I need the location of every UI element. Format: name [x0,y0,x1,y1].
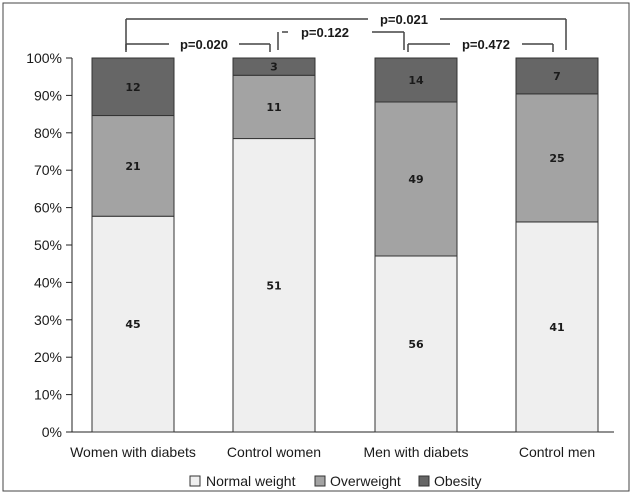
data-label: 12 [125,81,140,94]
bar-segment-normal-weight [232,138,316,433]
x-axis-categories: Women with diabets Control women Men with … [70,444,595,460]
bar-segment-obesity [232,57,316,76]
legend-swatch-obesity [418,475,430,487]
bar-segment-overweight [91,115,175,217]
p-bracket-outer-label: p=0.021 [380,12,428,27]
data-label: 7 [553,70,561,83]
bar-segment-obesity [515,57,599,95]
data-label: 3 [270,61,278,74]
y-tick-label: 40% [34,274,62,290]
data-label: 11 [266,101,281,114]
p-bracket-2-label: p=0.122 [301,25,349,40]
y-tick-label: 70% [34,162,62,178]
y-tick-label: 100% [26,50,62,66]
p-bracket-1-label: p=0.020 [180,37,228,52]
data-label: 51 [266,279,281,292]
p-bracket-3-label: p=0.472 [462,37,510,52]
x-category-label: Control men [519,444,595,460]
data-label: 56 [408,338,424,351]
data-label: 45 [125,318,140,331]
bar-segment-overweight [232,74,316,140]
legend-swatch-overweight [314,475,326,487]
x-category-label: Men with diabets [363,444,468,460]
y-tick-label: 60% [34,200,62,216]
y-tick-label: 0% [42,424,62,440]
data-label: 21 [125,160,140,173]
data-label: 25 [549,152,564,165]
y-tick-label: 80% [34,125,62,141]
bar-segment-normal-weight [515,221,599,433]
x-category-label: Control women [227,444,321,460]
data-label: 41 [549,321,564,334]
bars: 45 21 12 51 11 3 56 49 14 41 25 7 [91,57,599,433]
bar-segment-overweight [374,101,458,257]
legend: Normal weight Overweight Obesity [189,473,481,489]
y-tick-label: 50% [34,237,62,253]
x-category-label: Women with diabets [70,444,196,460]
y-tick-label: 20% [34,349,62,365]
bar-segment-normal-weight [91,215,175,433]
y-tick-label: 10% [34,387,62,403]
legend-label: Normal weight [206,473,296,489]
data-label: 14 [408,74,424,87]
y-tick-label: 90% [34,87,62,103]
legend-label: Overweight [330,473,401,489]
legend-swatch-normal-weight [189,475,201,487]
bar-segment-normal-weight [374,255,458,433]
bar-segment-obesity [91,57,175,117]
legend-label: Obesity [434,473,481,489]
y-tick-label: 30% [34,312,62,328]
p-value-brackets: p=0.021 p=0.020 p=0.122 p=0.472 [125,12,567,52]
bar-segment-obesity [374,57,458,103]
data-label: 49 [408,173,423,186]
y-axis-ticks: 0% 10% 20% 30% 40% 50% 60% 70% 80% 90% 100% [26,50,72,440]
bar-segment-overweight [515,93,599,223]
